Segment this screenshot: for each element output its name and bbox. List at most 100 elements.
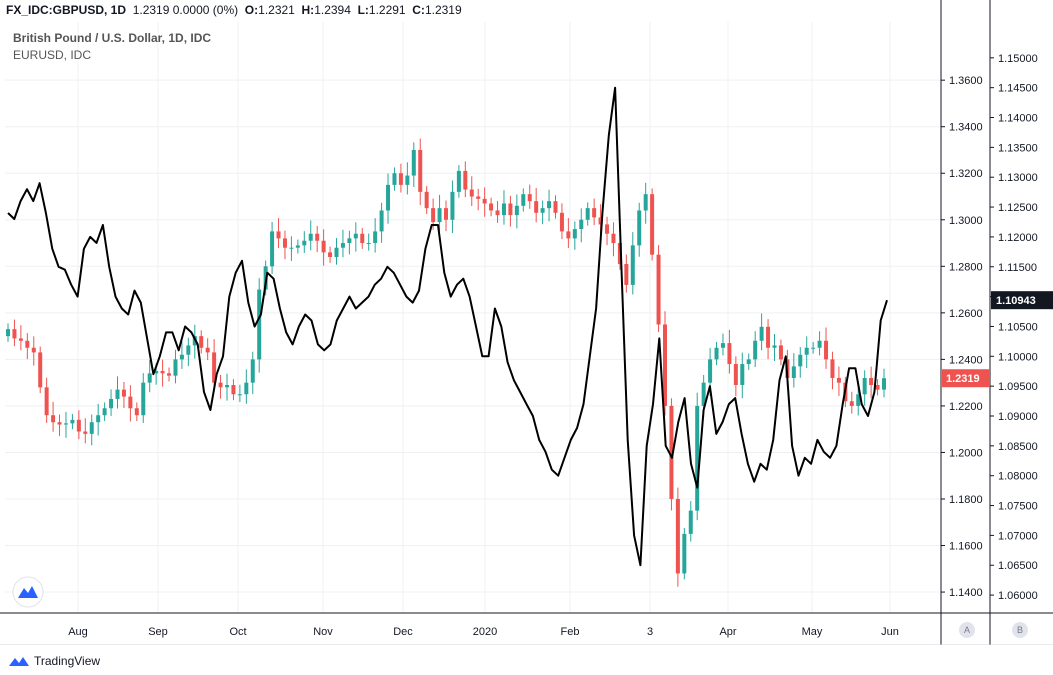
candle-body xyxy=(817,340,822,348)
candle-body xyxy=(270,231,275,267)
tradingview-icon xyxy=(9,657,29,666)
candle xyxy=(25,333,30,360)
candle xyxy=(321,229,326,266)
candle-body xyxy=(18,338,23,341)
candle xyxy=(379,202,384,243)
candle-body xyxy=(714,347,719,360)
candle xyxy=(559,203,564,240)
candle-body xyxy=(424,191,429,209)
candle xyxy=(411,142,416,187)
candle xyxy=(714,341,719,366)
candle xyxy=(134,402,139,422)
candle xyxy=(534,187,539,223)
candle-body xyxy=(836,377,841,383)
candle-body xyxy=(682,533,687,574)
right-axis-tick-label: 1.08000 xyxy=(998,471,1038,483)
candle-body xyxy=(418,149,423,192)
candle xyxy=(282,230,287,260)
candle-body xyxy=(231,384,236,395)
candle-body xyxy=(456,170,461,192)
candle xyxy=(231,379,236,401)
candle xyxy=(115,376,120,409)
candle xyxy=(469,176,474,207)
candle-body xyxy=(766,326,771,348)
candle-body xyxy=(57,422,62,425)
candle-body xyxy=(708,359,713,383)
candle xyxy=(456,165,461,198)
candle-body xyxy=(51,415,56,423)
candle-body xyxy=(134,408,139,416)
candle-body xyxy=(862,377,867,395)
candle xyxy=(437,194,442,232)
watermark-circle xyxy=(12,576,44,608)
candle xyxy=(882,368,886,398)
candle xyxy=(102,402,107,422)
candle-body xyxy=(386,184,391,211)
candle-body xyxy=(585,208,590,220)
candle-body xyxy=(398,173,403,185)
candle-body xyxy=(360,233,365,244)
candle-body xyxy=(109,398,114,409)
candle xyxy=(315,226,320,253)
candle xyxy=(360,227,365,249)
candle-body xyxy=(128,396,133,409)
candle xyxy=(270,221,275,274)
left-axis-tick-label: 1.3000 xyxy=(949,215,983,227)
candle-body xyxy=(244,382,249,395)
candle-body xyxy=(637,210,642,246)
candle xyxy=(147,360,152,393)
candle xyxy=(733,356,738,397)
candle xyxy=(553,195,558,219)
brand-name: TradingView xyxy=(34,654,101,668)
candle xyxy=(720,333,725,356)
footer-bar: TradingView xyxy=(0,645,1053,675)
candle-body xyxy=(199,336,204,348)
candle-body xyxy=(611,233,616,244)
candle xyxy=(540,200,545,225)
candle xyxy=(727,329,732,374)
candle xyxy=(463,161,468,198)
candle xyxy=(675,487,680,587)
candle xyxy=(6,323,10,342)
candle xyxy=(250,351,255,395)
time-axis-label: Aug xyxy=(68,626,88,638)
candle-body xyxy=(31,347,36,353)
candle xyxy=(766,319,771,360)
candle-body xyxy=(44,387,49,416)
candle xyxy=(386,173,391,224)
left-axis-tick-label: 1.2400 xyxy=(949,354,983,366)
candle xyxy=(811,341,816,354)
candle xyxy=(173,349,178,384)
right-axis-tick-label: 1.14000 xyxy=(998,113,1038,125)
candle-body xyxy=(592,208,597,218)
right-axis-tick-label: 1.09000 xyxy=(998,411,1038,423)
candle-body xyxy=(328,252,333,258)
candle-body xyxy=(315,233,320,241)
candle xyxy=(302,231,307,254)
candle-body xyxy=(508,203,513,216)
candle xyxy=(778,339,783,366)
candle xyxy=(566,218,571,248)
candle xyxy=(257,278,262,373)
compare-series-legend[interactable]: EURUSD, IDC xyxy=(13,48,92,62)
candle-body xyxy=(791,366,796,378)
scale-a-button[interactable]: A xyxy=(959,622,975,638)
time-axis-label: Jun xyxy=(881,626,899,638)
main-series-legend[interactable]: British Pound / U.S. Dollar, 1D, IDC xyxy=(13,31,212,45)
candle-body xyxy=(147,373,152,383)
candle-body xyxy=(605,224,610,234)
eurusd-last-price-tag xyxy=(991,291,1053,310)
candle-body xyxy=(798,354,803,367)
right-axis-tick-label: 1.14500 xyxy=(998,83,1038,95)
candle-body xyxy=(347,238,352,244)
candle-body xyxy=(875,384,880,390)
right-axis-tick-label: 1.07500 xyxy=(998,501,1038,513)
symbol-name[interactable]: FX_IDC:GBPUSD, 1D xyxy=(6,3,127,17)
tradingview-logo[interactable]: TradingView xyxy=(8,654,100,668)
price-chart[interactable]: 1.3600 1.3400 1.3200 1.3000 1.2800 1.2600 1.24… xyxy=(0,0,1053,645)
scale-b-button[interactable]: B xyxy=(1012,622,1028,638)
gbpusd-last-price-label: 1.2319 xyxy=(946,373,980,385)
candle xyxy=(218,374,223,399)
candle-body xyxy=(695,405,700,511)
candle-body xyxy=(167,373,172,376)
